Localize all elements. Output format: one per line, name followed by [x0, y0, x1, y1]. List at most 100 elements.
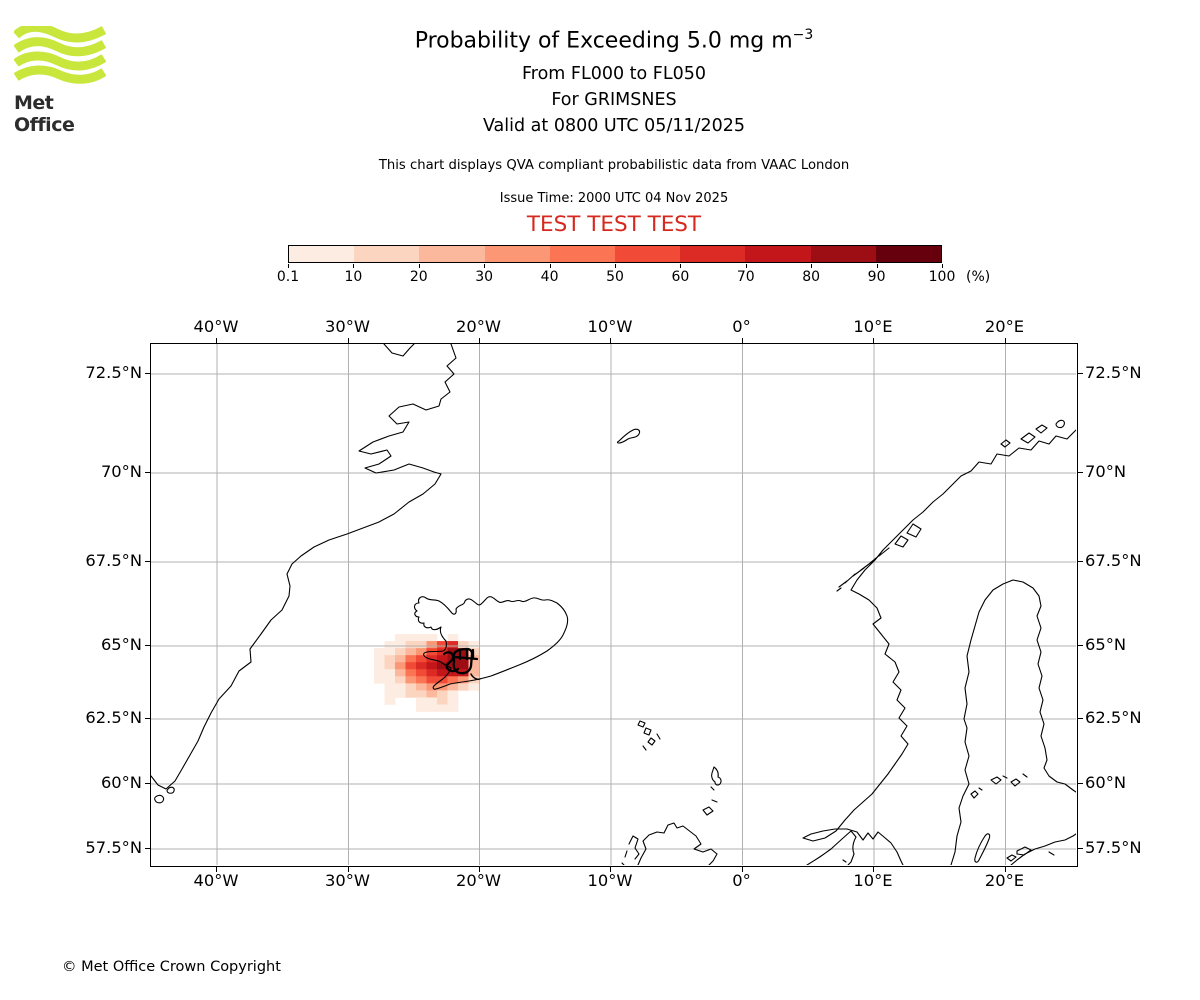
colorbar-segment — [680, 246, 746, 262]
lat-label-right: 60°N — [1085, 773, 1127, 792]
probability-cell — [437, 690, 448, 698]
graticule — [151, 344, 1076, 865]
axis-tick-right — [1078, 373, 1083, 374]
probability-cell — [405, 662, 417, 670]
subtitle-volcano: For GRIMSNES — [551, 90, 677, 110]
probability-cell — [374, 662, 385, 670]
probability-raster — [374, 634, 480, 712]
probability-cell — [416, 641, 427, 649]
colorbar-segment — [549, 246, 616, 262]
probability-cell — [384, 641, 396, 649]
copyright-text: © Met Office Crown Copyright — [62, 959, 281, 975]
probability-cell — [447, 697, 459, 705]
probability-cell — [458, 683, 469, 691]
axis-tick-right — [1078, 561, 1083, 562]
probability-colorbar — [288, 245, 942, 263]
probability-cell — [405, 634, 417, 642]
axis-tick-left — [145, 472, 150, 473]
probability-cell — [395, 669, 406, 677]
coast-norway — [802, 429, 1076, 865]
probability-cell — [395, 662, 406, 670]
lat-label-right: 67.5°N — [1085, 551, 1142, 570]
map-canvas — [151, 344, 1076, 865]
probability-cell — [437, 704, 448, 712]
axis-tick-left — [145, 718, 150, 719]
coast-greenland-islets — [154, 786, 175, 804]
axis-tick-top — [741, 338, 743, 343]
colorbar-segment — [484, 246, 550, 262]
colorbar-tickmark — [680, 264, 682, 268]
axis-tick-left — [145, 561, 150, 562]
lon-label-bottom: 20°E — [984, 871, 1025, 890]
colorbar-segment — [875, 246, 942, 262]
probability-cell — [426, 697, 438, 705]
colorbar-tick-label: 20 — [409, 269, 428, 285]
coast-shetland — [710, 766, 722, 791]
met-office-waves-icon — [12, 22, 107, 84]
coast-scotland — [637, 822, 718, 865]
probability-cell — [426, 634, 438, 642]
coast-jan-mayen — [616, 428, 641, 444]
probability-cell — [458, 662, 469, 670]
axis-tick-bottom — [347, 867, 349, 872]
axis-tick-top — [216, 338, 217, 343]
lon-label-bottom: 0° — [732, 871, 751, 890]
lon-label-top: 20°E — [984, 317, 1025, 336]
probability-cell — [384, 648, 396, 656]
probability-cell — [384, 669, 396, 677]
probability-cell — [416, 690, 427, 698]
probability-cell — [374, 655, 385, 663]
colorbar-tick-label: 70 — [736, 269, 755, 285]
colorbar-tickmark — [615, 264, 616, 268]
lat-label-right: 65°N — [1085, 635, 1127, 654]
colorbar-tickmark — [353, 264, 355, 268]
coast-aland-islets — [970, 773, 1028, 799]
colorbar-segment — [419, 246, 485, 262]
coast-greenland — [151, 344, 457, 790]
axis-tick-top — [873, 338, 874, 343]
probability-cell — [468, 641, 480, 649]
probability-cell — [374, 676, 385, 684]
coast-iceland — [414, 596, 569, 690]
lat-label-left: 67.5°N — [85, 551, 142, 570]
probability-cell — [405, 648, 417, 656]
axis-tick-left — [145, 783, 150, 784]
test-banner: TEST TEST TEST — [526, 212, 702, 237]
probability-cell — [384, 690, 396, 698]
lon-label-bottom: 10°W — [587, 871, 633, 890]
lon-label-top: 0° — [732, 317, 751, 336]
axis-tick-bottom — [1004, 867, 1006, 872]
issue-time: Issue Time: 2000 UTC 04 Nov 2025 — [499, 191, 729, 206]
probability-cell — [384, 655, 396, 663]
probability-cell — [437, 669, 448, 677]
axis-tick-bottom — [610, 867, 611, 872]
lat-label-right: 72.5°N — [1085, 363, 1142, 382]
colorbar-tickmark — [549, 264, 551, 268]
colorbar-tick-label: 60 — [671, 269, 690, 285]
probability-cell — [426, 676, 438, 684]
coast-orkney — [702, 799, 718, 816]
probability-cell — [447, 676, 459, 684]
coast-estonia — [1006, 833, 1076, 865]
probability-cell — [395, 655, 406, 663]
colorbar-tick-label: 0.1 — [276, 269, 300, 285]
colorbar-unit: (%) — [966, 269, 991, 285]
probability-cell — [405, 676, 417, 684]
lon-label-bottom: 40°W — [193, 871, 239, 890]
lon-label-bottom: 20°W — [456, 871, 501, 890]
probability-cell — [426, 655, 438, 663]
colorbar-segment — [810, 246, 876, 262]
probability-cell — [426, 662, 438, 670]
probability-cell — [416, 697, 427, 705]
colorbar-tick-label: 80 — [802, 269, 821, 285]
probability-cell — [416, 676, 427, 684]
axis-tick-left — [145, 848, 150, 849]
probability-cell — [416, 669, 427, 677]
colorbar-segment — [615, 246, 681, 262]
probability-cell — [395, 690, 406, 698]
lon-label-top: 30°W — [325, 317, 370, 336]
axis-tick-left — [145, 373, 150, 374]
probability-cell — [395, 676, 406, 684]
probability-cell — [395, 683, 406, 691]
